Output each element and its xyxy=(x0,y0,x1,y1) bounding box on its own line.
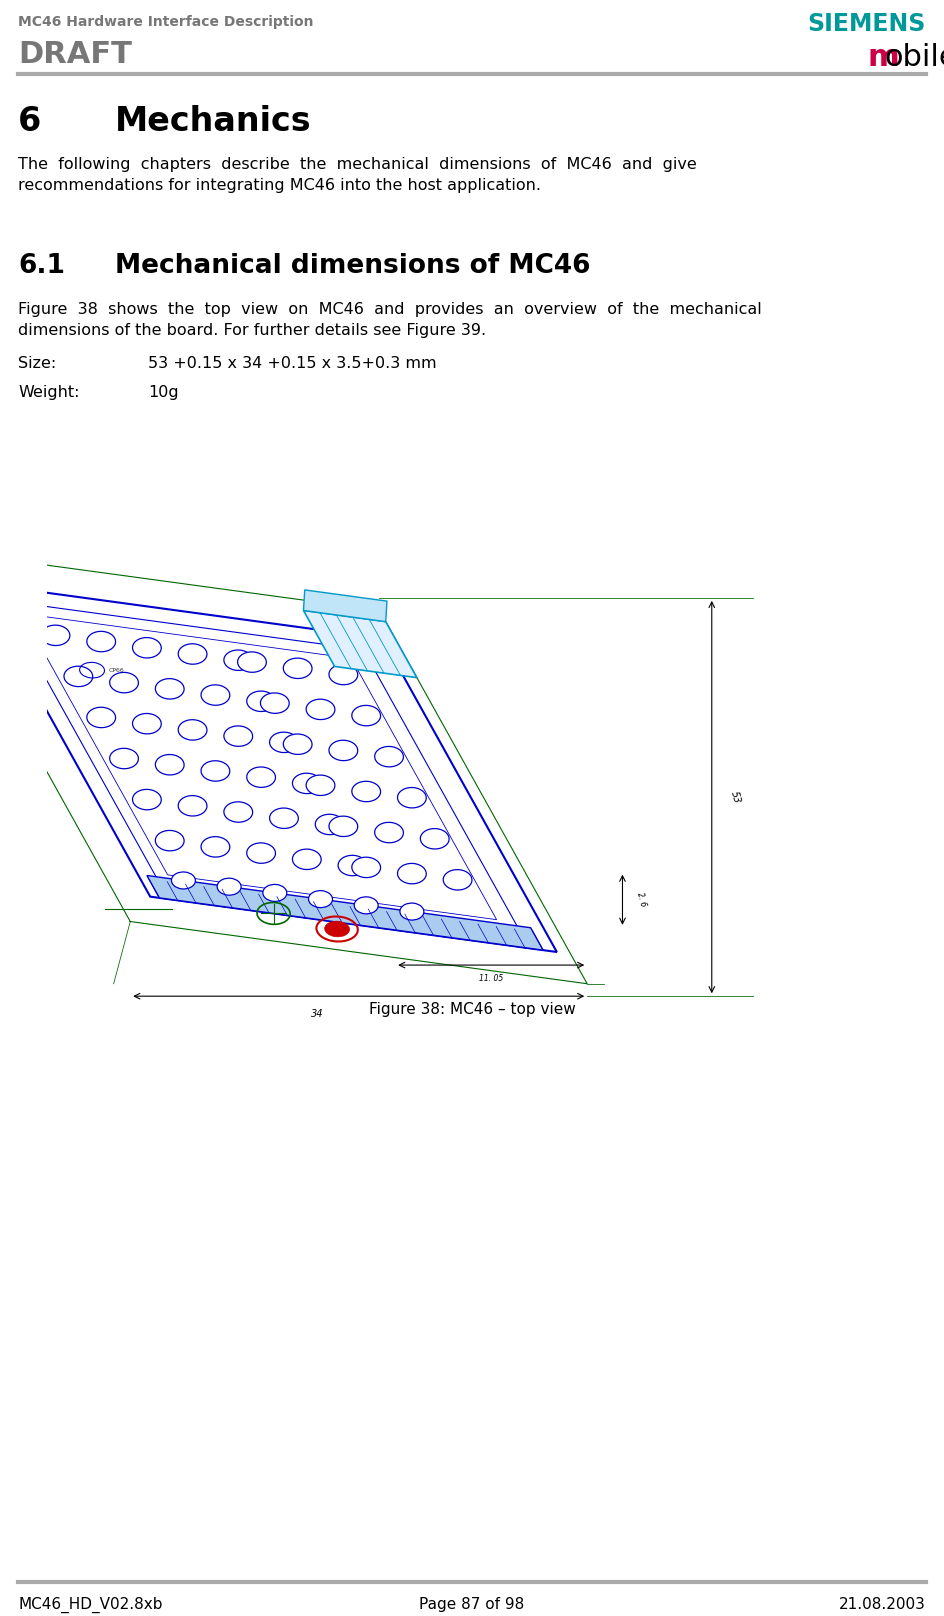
Text: MC46 Hardware Interface Description: MC46 Hardware Interface Description xyxy=(18,15,313,29)
Text: Mechanical dimensions of MC46: Mechanical dimensions of MC46 xyxy=(115,254,591,280)
Ellipse shape xyxy=(224,650,253,671)
Ellipse shape xyxy=(329,740,358,761)
Ellipse shape xyxy=(283,734,312,755)
Text: m: m xyxy=(868,44,900,73)
Text: The  following  chapters  describe  the  mechanical  dimensions  of  MC46  and  : The following chapters describe the mech… xyxy=(18,157,697,171)
Ellipse shape xyxy=(338,855,367,876)
Text: obile: obile xyxy=(884,44,944,73)
Text: Figure  38  shows  the  top  view  on  MC46  and  provides  an  overview  of  th: Figure 38 shows the top view on MC46 and… xyxy=(18,302,762,317)
Text: recommendations for integrating MC46 into the host application.: recommendations for integrating MC46 int… xyxy=(18,178,541,192)
Text: Mechanics: Mechanics xyxy=(115,105,312,137)
Ellipse shape xyxy=(201,685,229,705)
Ellipse shape xyxy=(293,772,321,793)
Ellipse shape xyxy=(217,877,241,895)
Ellipse shape xyxy=(420,829,449,848)
Ellipse shape xyxy=(178,719,207,740)
Text: 34: 34 xyxy=(311,1008,324,1018)
Text: Weight:: Weight: xyxy=(18,385,79,401)
Text: Page 87 of 98: Page 87 of 98 xyxy=(419,1597,525,1613)
Ellipse shape xyxy=(156,755,184,776)
Ellipse shape xyxy=(132,638,161,658)
Ellipse shape xyxy=(329,664,358,685)
Ellipse shape xyxy=(352,856,380,877)
Ellipse shape xyxy=(172,873,195,889)
Ellipse shape xyxy=(283,658,312,679)
Ellipse shape xyxy=(246,844,276,863)
Ellipse shape xyxy=(354,897,379,915)
Ellipse shape xyxy=(201,837,229,856)
Ellipse shape xyxy=(178,643,207,664)
Ellipse shape xyxy=(42,625,70,645)
Text: 11. 05: 11. 05 xyxy=(480,974,503,984)
Ellipse shape xyxy=(375,747,403,768)
Ellipse shape xyxy=(110,748,139,769)
Text: dimensions of the board. For further details see Figure 39.: dimensions of the board. For further det… xyxy=(18,323,486,338)
Polygon shape xyxy=(303,590,387,622)
Ellipse shape xyxy=(87,708,115,727)
Ellipse shape xyxy=(325,921,349,937)
Text: Size:: Size: xyxy=(18,356,57,372)
Ellipse shape xyxy=(306,776,335,795)
Text: 10g: 10g xyxy=(148,385,178,401)
Text: 2. 6: 2. 6 xyxy=(635,892,648,908)
Polygon shape xyxy=(303,611,417,677)
Ellipse shape xyxy=(270,808,298,829)
Ellipse shape xyxy=(261,693,289,713)
Text: 53: 53 xyxy=(729,790,741,805)
Text: 6.1: 6.1 xyxy=(18,254,65,280)
Ellipse shape xyxy=(306,700,335,719)
Ellipse shape xyxy=(352,706,380,726)
Text: SIEMENS: SIEMENS xyxy=(808,11,926,36)
Ellipse shape xyxy=(64,666,93,687)
Ellipse shape xyxy=(87,632,115,651)
Ellipse shape xyxy=(224,802,253,823)
Ellipse shape xyxy=(246,692,276,711)
Ellipse shape xyxy=(224,726,253,747)
Text: Figure 38: MC46 – top view: Figure 38: MC46 – top view xyxy=(368,1002,576,1016)
Polygon shape xyxy=(147,876,543,950)
Ellipse shape xyxy=(262,884,287,902)
Text: DRAFT: DRAFT xyxy=(18,40,132,69)
Ellipse shape xyxy=(132,789,161,810)
Ellipse shape xyxy=(132,714,161,734)
Ellipse shape xyxy=(156,679,184,700)
Ellipse shape xyxy=(397,787,427,808)
Ellipse shape xyxy=(329,816,358,837)
Ellipse shape xyxy=(309,890,332,908)
Ellipse shape xyxy=(397,863,427,884)
Ellipse shape xyxy=(352,781,380,802)
Text: 6: 6 xyxy=(18,105,42,137)
Ellipse shape xyxy=(315,814,344,835)
Ellipse shape xyxy=(238,651,266,672)
Ellipse shape xyxy=(178,795,207,816)
Text: MC46_HD_V02.8xb: MC46_HD_V02.8xb xyxy=(18,1597,162,1613)
Ellipse shape xyxy=(201,761,229,781)
Polygon shape xyxy=(0,583,557,952)
Ellipse shape xyxy=(270,732,298,753)
Ellipse shape xyxy=(400,903,424,920)
Ellipse shape xyxy=(246,768,276,787)
Ellipse shape xyxy=(293,848,321,869)
Ellipse shape xyxy=(375,823,403,844)
Ellipse shape xyxy=(443,869,472,890)
Ellipse shape xyxy=(110,672,139,693)
Text: 53 +0.15 x 34 +0.15 x 3.5+0.3 mm: 53 +0.15 x 34 +0.15 x 3.5+0.3 mm xyxy=(148,356,437,372)
Text: 21.08.2003: 21.08.2003 xyxy=(839,1597,926,1613)
Text: CP66: CP66 xyxy=(109,667,125,672)
Ellipse shape xyxy=(156,831,184,852)
